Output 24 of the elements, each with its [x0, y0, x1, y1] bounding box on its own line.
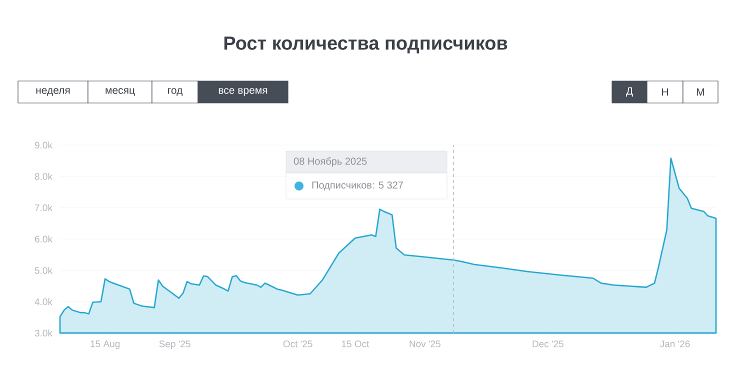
y-tick-label: 4.0k — [34, 298, 52, 306]
annotation: 08 Ноябрь 2025 — [294, 157, 367, 167]
y-tick-label: 3.0k — [34, 330, 52, 336]
text: Н — [662, 88, 668, 96]
y-tick-label: 5.0k — [34, 266, 52, 274]
text: М — [696, 88, 704, 96]
y-tick-label: 7.0k — [35, 204, 52, 212]
text: Д — [626, 87, 633, 97]
text: все время — [218, 88, 268, 96]
text: месяц — [106, 88, 135, 96]
x-tick-label: Nov '25 — [410, 340, 440, 348]
y-tick-label: 9.0k — [34, 142, 52, 148]
x-tick-label: 15 Oct — [342, 340, 370, 348]
x-tick-label: Oct '25 — [283, 340, 312, 348]
y-tick-label: 8.0k — [34, 172, 52, 180]
x-tick-label: Dec '25 — [532, 340, 564, 348]
x-tick-label: Sep '25 — [159, 340, 190, 350]
chart-title: Рост количества подписчиков — [224, 36, 508, 54]
text: год — [168, 88, 182, 96]
x-tick-label: Jan '26 — [660, 340, 690, 348]
x-tick-label: 15 Aug — [90, 340, 120, 350]
y-tick-label: 6.0k — [35, 236, 52, 242]
text: неделя — [36, 88, 70, 96]
annotation: Подписчиков: 5 327 — [312, 182, 403, 190]
